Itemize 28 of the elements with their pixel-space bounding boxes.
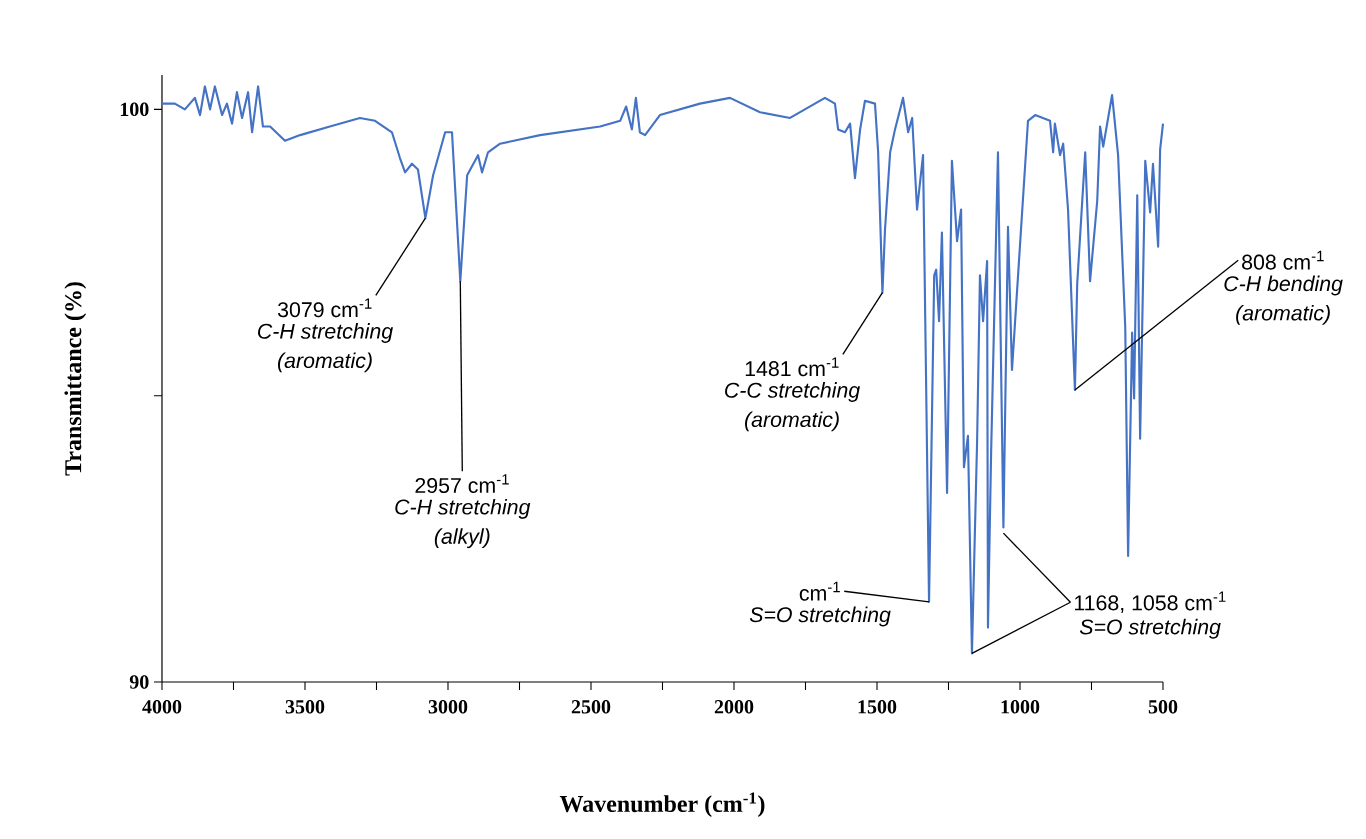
x-tick-label: 3000	[428, 700, 468, 714]
y-tick-label: 100	[120, 102, 149, 117]
annotation: S=O stretching	[749, 606, 891, 627]
annotation: (aromatic)	[278, 352, 372, 373]
x-axis-title: Wavenumber (cm$^{-1}$)	[559, 792, 765, 817]
annotation: cm$^{-1}$	[799, 581, 840, 601]
annotation: 2957 cm$^{-1}$	[415, 474, 509, 494]
y-tick-label: 90	[129, 675, 149, 689]
x-tick-label: 2000	[714, 700, 754, 714]
x-tick-label: 1500	[858, 700, 897, 714]
y-axis-title: Transmittance (%)	[64, 282, 87, 476]
x-tick-label: 500	[1148, 700, 1178, 714]
x-tick-label: 2500	[571, 700, 611, 714]
annotation: 1481 cm$^{-1}$	[745, 357, 839, 377]
annotation: 3079 cm$^{-1}$	[277, 298, 372, 318]
annotation: C-H stretching	[395, 498, 531, 519]
annotation: 1168, 1058 cm$^{-1}$	[1075, 591, 1226, 613]
annotation: C-C stretching	[725, 382, 860, 402]
x-tick-label: 1000	[1001, 700, 1040, 714]
annotation: (aromatic)	[745, 411, 839, 432]
annotation: C-H stretching	[258, 323, 393, 343]
text: (aromatic)	[1236, 304, 1330, 325]
text: C-H bending	[1224, 275, 1343, 296]
annotation: 808 cm$^{-1}$	[1242, 250, 1324, 270]
x-tick-label: 3500	[285, 700, 325, 714]
annotation: S=O stretching	[1079, 618, 1221, 639]
x-tick-label: 4000	[142, 700, 182, 714]
annotation: (alkyl)	[434, 528, 490, 549]
